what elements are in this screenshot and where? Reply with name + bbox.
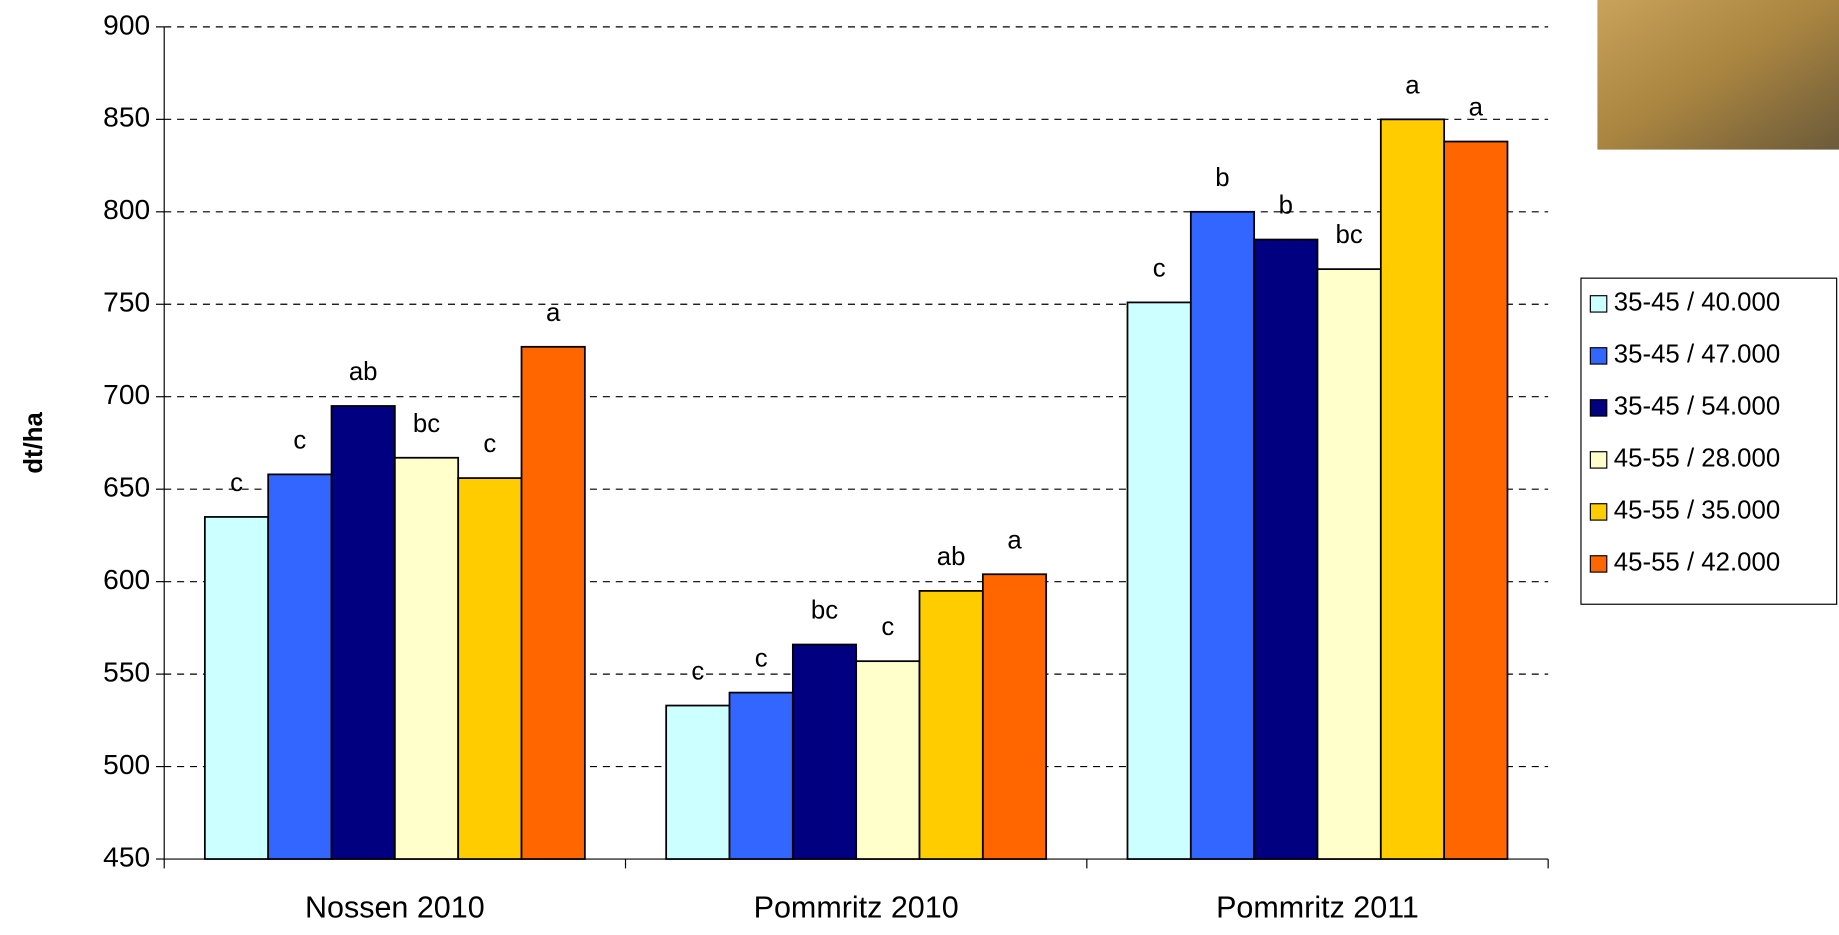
- bar: [791, 643, 858, 860]
- legend-label: 35-45 / 47.000: [1614, 341, 1780, 369]
- bar-letter: c: [293, 426, 306, 454]
- y-tick-label: 750: [103, 287, 150, 318]
- y-tick-label: 900: [103, 9, 150, 40]
- bar-letter: c: [755, 645, 768, 673]
- bar-letter: a: [1405, 71, 1420, 99]
- bar-letter: b: [1215, 164, 1229, 192]
- bar: [203, 516, 270, 860]
- bar-letter: c: [230, 469, 243, 497]
- legend-label: 45-55 / 35.000: [1614, 497, 1780, 525]
- y-tick-label: 600: [103, 564, 150, 595]
- bar: [1443, 140, 1509, 860]
- bar-letter: c: [1153, 255, 1166, 283]
- y-tick-label: 800: [103, 194, 150, 225]
- bar: [918, 590, 984, 860]
- y-tick-label: 550: [103, 657, 150, 688]
- legend-box: [1580, 277, 1838, 605]
- legend-label: 45-55 / 28.000: [1614, 445, 1780, 473]
- legend-swatch: [1589, 555, 1608, 573]
- bar-letter: c: [881, 613, 894, 641]
- bar: [267, 473, 333, 860]
- x-tick-label: Nossen 2010: [305, 890, 485, 924]
- bar: [665, 704, 731, 860]
- x-tick-label: Pommritz 2011: [1216, 890, 1419, 924]
- bar: [1126, 301, 1192, 860]
- legend-swatch: [1589, 503, 1608, 521]
- bar: [1253, 238, 1319, 860]
- bar: [981, 573, 1048, 860]
- bar: [1189, 210, 1256, 860]
- bar-letter: b: [1279, 192, 1293, 220]
- bar-letter: a: [546, 299, 561, 327]
- bar: [1316, 268, 1382, 860]
- bar: [1379, 118, 1446, 860]
- bar-letter: ab: [349, 358, 378, 386]
- bar-letter: a: [1007, 526, 1022, 554]
- bar-letter: a: [1469, 94, 1484, 122]
- legend-swatch: [1589, 399, 1608, 417]
- bar: [855, 660, 921, 860]
- bar-letter: c: [483, 430, 496, 458]
- bar-letter: bc: [1336, 221, 1363, 249]
- bar-letter: bc: [811, 597, 838, 625]
- bar: [520, 345, 586, 860]
- y-axis-label: dt/ha: [20, 412, 48, 474]
- y-tick-label: 450: [103, 841, 150, 872]
- bar: [457, 477, 523, 860]
- legend-swatch: [1589, 451, 1608, 469]
- bar: [393, 456, 460, 860]
- legend-label: 35-45 / 54.000: [1614, 393, 1780, 421]
- bar: [330, 405, 396, 860]
- legend-label: 45-55 / 42.000: [1614, 549, 1780, 577]
- bar-letter: ab: [937, 543, 966, 571]
- y-tick-label: 500: [103, 749, 150, 780]
- bar: [728, 691, 794, 860]
- bar-letter: c: [691, 658, 704, 686]
- legend-label: 35-45 / 40.000: [1614, 289, 1780, 317]
- x-tick-label: Pommritz 2010: [754, 890, 959, 924]
- photo: [1597, 0, 1839, 150]
- bar-letter: bc: [413, 410, 440, 438]
- legend-swatch: [1589, 347, 1608, 365]
- legend-swatch: [1589, 295, 1608, 313]
- y-tick-label: 700: [103, 379, 150, 410]
- y-tick-label: 650: [103, 472, 150, 503]
- y-tick-label: 850: [103, 102, 150, 133]
